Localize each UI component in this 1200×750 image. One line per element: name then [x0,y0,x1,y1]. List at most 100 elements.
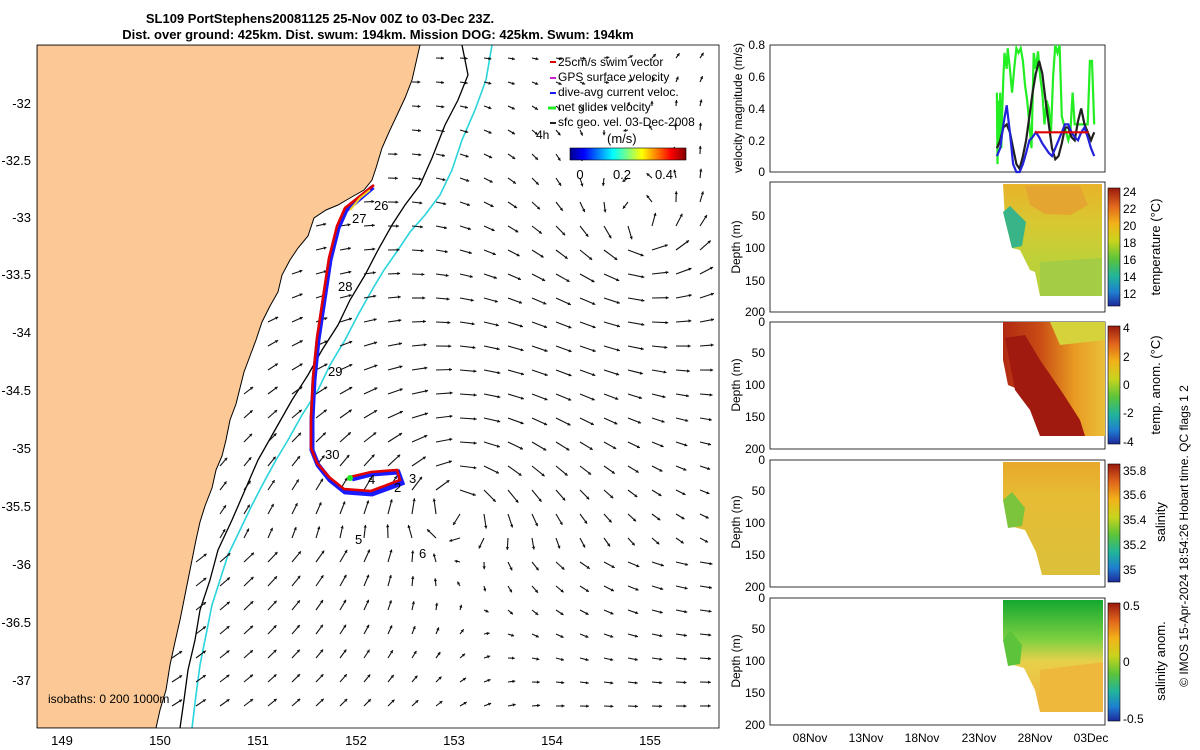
current-vector-head [653,212,657,216]
current-vector-head [413,650,417,655]
current-vector-head [483,588,487,592]
current-vector [603,249,618,261]
current-vector-head [660,444,664,448]
current-vector-head [442,177,446,182]
current-vector-head [591,397,595,401]
current-vector-head [611,564,615,568]
lon-tick: 153 [443,733,465,748]
current-vector-head [449,414,453,418]
current-vector-head [585,233,589,237]
current-vector-head [687,369,690,373]
glider-track-red [309,183,402,493]
current-vector-head [250,601,254,605]
cbar-tick: 24 [1123,185,1137,199]
current-vector [483,441,501,448]
current-vector-head [511,131,515,135]
current-vector-head [711,318,714,322]
current-vector-head [373,432,377,436]
current-vector-head [371,223,375,227]
current-vector-head [564,255,568,259]
current-vector [459,489,476,496]
date-tick: 18Nov [905,731,940,745]
current-vector-head [486,655,491,659]
current-vector [387,432,403,443]
current-vector-head [321,455,325,459]
legend-entry: sfc geo. vel. 03-Dec-2008 [558,115,695,129]
current-vector-head [296,600,300,604]
current-vector-head [299,363,303,367]
current-vector-head [511,57,515,61]
current-vector-head [274,552,278,556]
current-vector [603,321,621,328]
current-vector-head [203,577,207,581]
current-vector-head [299,293,303,297]
current-vector [507,465,522,477]
current-vector-head [589,446,593,450]
current-vector-head [543,447,547,451]
current-vector-head [540,254,544,258]
current-vector-head [602,132,606,136]
current-vector-head [616,278,620,282]
current-vector-head [344,477,348,481]
current-vector-head [433,578,438,582]
current-vector-head [270,503,274,508]
cbar-tick: 20 [1123,219,1137,233]
current-vector-head [432,553,436,557]
day-label: 30 [325,447,339,462]
current-vector-head [683,467,687,471]
current-vector-head [464,56,468,60]
current-vector-head [518,472,522,476]
map-land [37,45,421,728]
temperature-bottom-patch [1040,258,1102,296]
current-vector-head [512,180,516,184]
current-vector-head [414,675,418,679]
current-vector-head [535,634,539,638]
current-vector-head [606,56,610,60]
velocity-ylabel: velocity magnitude (m/s) [731,43,745,173]
current-vector-head [272,456,276,460]
current-vector-head [543,301,547,305]
day-label: 2 [394,480,401,495]
current-vector-head [449,391,453,395]
current-vector-head [299,340,303,344]
current-vector-head [344,549,348,554]
depth-tick: 150 [745,686,765,700]
current-vector-head [492,498,496,502]
current-vector-head [673,169,677,173]
current-vector-head [636,445,640,449]
current-vector-head [367,549,371,553]
current-vector-head [320,575,324,579]
current-vector-head [659,681,663,685]
current-vector-head [412,498,416,502]
legend-entry: net glider velocity [558,100,651,114]
temp-anom-cbar-label: temp. anom. (°C) [1148,335,1163,434]
current-vector-head [683,680,687,685]
current-vector-head [708,680,711,684]
date-tick: 08Nov [793,731,828,745]
current-vector-head [437,652,441,656]
current-vector-head [487,679,491,682]
current-vector-head [511,656,515,660]
current-vector-head [567,302,571,305]
current-vector-head [686,394,689,398]
current-vector-head [708,704,711,708]
current-vector-head [674,100,678,103]
current-vector-head [323,409,327,413]
current-vector-head [296,649,300,653]
current-vector-head [349,340,353,344]
current-vector-head [367,699,371,703]
current-vector-head [632,518,636,522]
current-vector-head [708,656,711,661]
temp-anom-cbar [1107,325,1121,445]
current-vector-head [585,611,589,615]
current-vector-head [274,340,279,344]
current-vector [483,489,497,503]
current-vector-head [459,604,463,608]
current-vector-head [638,396,642,400]
current-vector-head [664,244,668,248]
current-vector-head [535,181,539,185]
current-vector-head [249,699,254,702]
current-vector-head [557,545,561,549]
map-legend: 25cm/s swim vector GPS surface velocity … [536,55,695,142]
current-vector-head [518,300,522,304]
